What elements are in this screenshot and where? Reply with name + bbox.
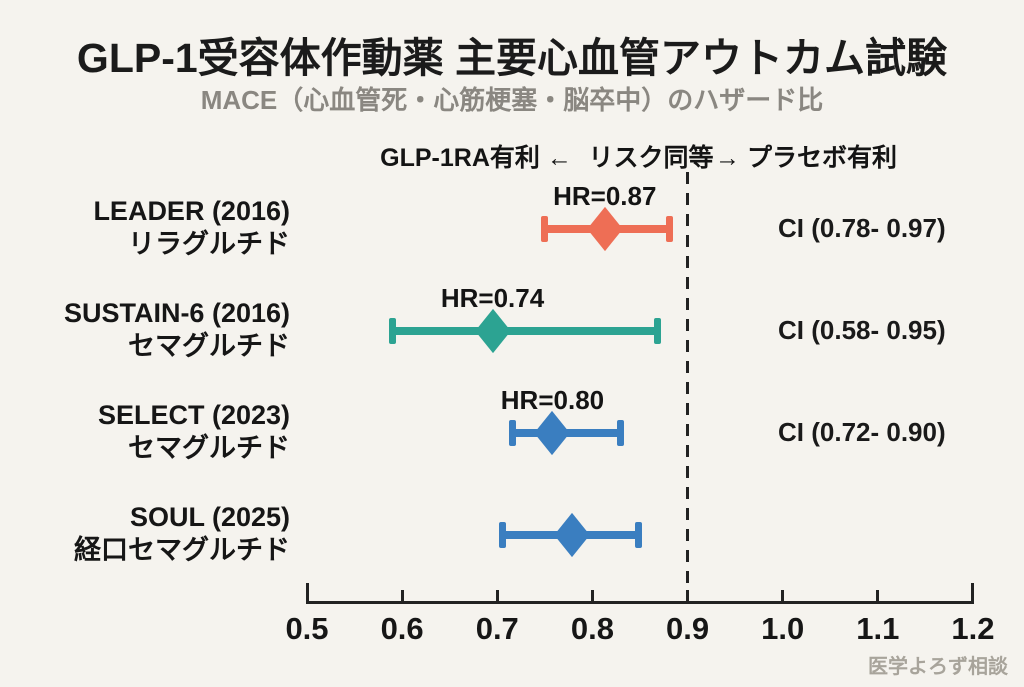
x-axis-tick <box>590 590 594 603</box>
x-axis-tick-label: 1.2 <box>951 611 995 646</box>
ci-cap-high <box>616 420 624 446</box>
chart-subtitle: MACE（心血管死・心筋梗塞・脳卒中）のハザード比 <box>200 85 824 115</box>
x-axis-tick-label: 1.1 <box>856 611 900 646</box>
hr-value-label: HR=0.74 <box>440 283 545 313</box>
ci-cap-low <box>499 522 507 548</box>
x-axis-tick-label: 0.8 <box>570 611 614 646</box>
ci-cap-low <box>541 216 549 242</box>
x-axis-tick-label: 0.7 <box>475 611 519 646</box>
study-trial-name: SOUL (2025) <box>129 502 290 532</box>
x-axis-tick <box>495 590 499 603</box>
watermark: 医学よろず相談 <box>868 656 1008 678</box>
study-drug-name: リラグルチド <box>128 229 290 259</box>
chart-title: GLP-1受容体作動薬 主要心血管アウトカム試験 <box>76 35 948 81</box>
x-axis-tick-label: 0.9 <box>665 611 710 646</box>
direction-label-placebo-favors: → プラセボ有利 <box>715 144 897 172</box>
ci-cap-low <box>389 318 397 344</box>
study-label: SELECT (2023) セマグルチド <box>0 399 290 465</box>
ci-value-label: CI (0.58- 0.95) <box>778 315 946 345</box>
study-drug-name: セマグルチド <box>128 433 290 463</box>
hr-diamond <box>534 410 571 456</box>
hr-diamond <box>554 512 591 558</box>
x-axis-tick-label: 0.6 <box>380 611 424 646</box>
study-label: SOUL (2025) 経口セマグルチド <box>0 501 290 567</box>
ci-cap-high <box>653 318 661 344</box>
x-axis-tick <box>781 590 785 603</box>
study-label: LEADER (2016) リラグルチド <box>0 195 290 261</box>
ci-whisker <box>392 327 658 335</box>
x-axis-line <box>305 601 975 604</box>
ci-value-label: CI (0.72- 0.90) <box>778 417 946 447</box>
direction-label-glp1-favors: GLP-1RA有利 ← <box>380 144 572 172</box>
x-axis-tick <box>876 590 880 603</box>
ci-cap-high <box>665 216 673 242</box>
hr-diamond <box>474 308 511 354</box>
reference-line <box>686 172 690 603</box>
study-drug-name: 経口セマグルチド <box>74 535 290 565</box>
study-trial-name: SELECT (2023) <box>97 400 290 430</box>
ci-cap-high <box>634 522 642 548</box>
x-axis-tick <box>400 590 404 603</box>
hr-value-label: HR=0.80 <box>500 385 605 415</box>
x-axis-tick-label: 0.5 <box>285 611 329 646</box>
hr-diamond <box>586 206 623 252</box>
study-trial-name: LEADER (2016) <box>93 196 290 226</box>
x-axis-tick <box>971 583 975 603</box>
ci-value-label: CI (0.78- 0.97) <box>778 213 946 243</box>
study-label: SUSTAIN-6 (2016) セマグルチド <box>0 297 290 363</box>
direction-label-equal-risk: リスク同等 <box>588 144 714 172</box>
x-axis-tick <box>305 583 309 603</box>
x-axis-tick-label: 1.0 <box>761 611 805 646</box>
x-axis-tick <box>686 590 690 603</box>
ci-cap-low <box>509 420 516 446</box>
study-trial-name: SUSTAIN-6 (2016) <box>63 298 290 328</box>
hr-value-label: HR=0.87 <box>553 181 657 211</box>
study-drug-name: セマグルチド <box>128 331 290 361</box>
